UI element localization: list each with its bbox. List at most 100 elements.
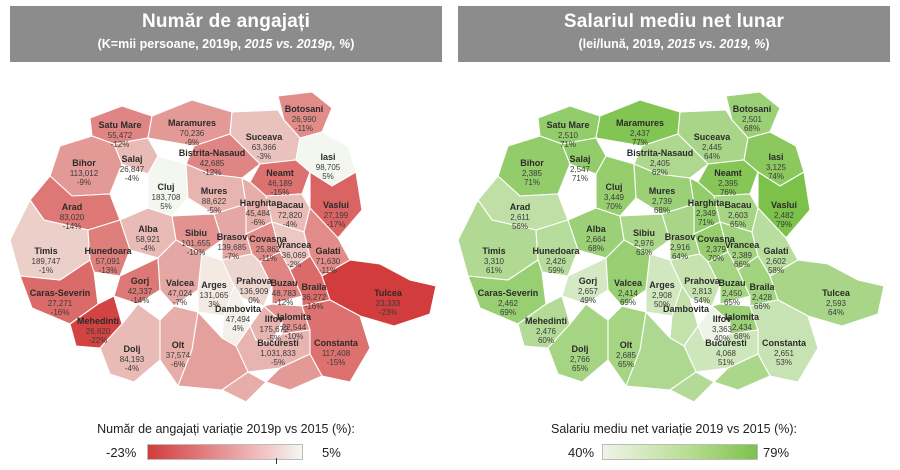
change-percent-brasov: -7% — [225, 252, 239, 261]
employee-count-maramures: 70,236 — [180, 129, 205, 138]
net-salary-cluj: 3,449 — [604, 193, 625, 202]
county-name-vrancea: Vrancea — [725, 240, 761, 250]
change-percent-prahova: 0% — [248, 296, 260, 305]
net-salary-ialomita: 2,434 — [732, 323, 753, 332]
net-salary-mehedinti: 2,476 — [536, 327, 557, 336]
change-percent-neamt: 76% — [720, 188, 736, 197]
net-salary-alba: 2,664 — [586, 235, 607, 244]
salary-map: Satu Mare2,51071%Maramures2,43777%Botosa… — [457, 91, 885, 403]
county-name-maramures: Maramures — [168, 118, 216, 128]
employee-count-bucuresti: 1,031,833 — [260, 349, 296, 358]
county-name-tulcea: Tulcea — [822, 288, 851, 298]
change-percent-hunedoara: -13% — [99, 266, 118, 275]
county-name-cluj: Cluj — [158, 182, 175, 192]
county-name-bucuresti: Bucuresti — [705, 338, 747, 348]
change-percent-ilfov: 40% — [714, 334, 730, 343]
employees-title: Număr de angajați — [141, 11, 311, 32]
employee-count-arad: 83,020 — [60, 213, 85, 222]
employees-header: Număr de angajați (K=mii persoane, 2019p… — [10, 6, 442, 62]
county-name-galati: Galati — [315, 246, 340, 256]
change-percent-alba: 68% — [588, 244, 604, 253]
salary-legend-title: Salariu mediu net variație 2019 vs 2015 … — [551, 422, 797, 436]
net-salary-arad: 2,611 — [510, 213, 530, 222]
salary-legend-max: 79% — [763, 445, 790, 460]
employees-legend-title: Număr de angajați variație 2019p vs 2015… — [97, 422, 355, 436]
county-name-alba: Alba — [586, 224, 606, 234]
employee-count-sibiu: 101,655 — [182, 239, 211, 248]
employees-legend-marker — [276, 458, 277, 464]
net-salary-brasov: 2,916 — [670, 243, 691, 252]
county-caras-severin — [19, 259, 99, 325]
county-name-arges: Arges — [201, 280, 227, 290]
county-bucuresti — [235, 324, 311, 373]
change-percent-olt: 65% — [618, 360, 634, 369]
salary-legend: 40% 79% — [458, 444, 890, 462]
change-percent-ialomita: 68% — [734, 332, 750, 341]
county-name-covasna: Covasna — [249, 234, 288, 244]
net-salary-sibiu: 2,976 — [634, 239, 655, 248]
employee-count-bihor: 113,012 — [70, 169, 99, 178]
county-name-galati: Galati — [763, 246, 788, 256]
change-percent-tulcea: -23% — [379, 308, 398, 317]
county-bucuresti — [683, 324, 759, 373]
county-name-bacau: Bacau — [724, 200, 751, 210]
change-percent-vrancea: -2% — [287, 260, 301, 269]
employee-count-harghita: 45,484 — [246, 209, 271, 218]
change-percent-arad: 56% — [512, 222, 528, 231]
net-salary-galati: 2,602 — [766, 257, 787, 266]
change-percent-buzau: -12% — [275, 298, 294, 307]
county-name-buzau: Buzau — [719, 278, 746, 288]
employee-count-caras-severin: 27,271 — [48, 299, 73, 308]
county-name-bistrita-nasaud: Bistrita-Nasaud — [179, 148, 246, 158]
change-percent-salaj: 71% — [572, 174, 588, 183]
net-salary-neamt: 2,395 — [718, 179, 739, 188]
county-name-bihor: Bihor — [520, 158, 544, 168]
county-name-vaslui: Vaslui — [771, 200, 797, 210]
change-percent-botosani: -11% — [295, 124, 313, 133]
county-name-bucuresti: Bucuresti — [257, 338, 299, 348]
net-salary-mures: 2,739 — [652, 197, 673, 206]
employee-count-gorj: 42,337 — [128, 287, 153, 296]
employee-count-olt: 37,574 — [166, 351, 191, 360]
employee-count-satu-mare: 55,472 — [108, 131, 133, 140]
change-percent-caras-severin: -16% — [51, 308, 70, 317]
change-percent-galati: -11% — [319, 266, 337, 275]
employee-count-suceava: 63,366 — [252, 143, 277, 152]
county-name-gorj: Gorj — [579, 276, 598, 286]
change-percent-iasi: 74% — [768, 172, 784, 181]
county-name-maramures: Maramures — [616, 118, 664, 128]
employee-count-covasna: 25,862 — [256, 245, 281, 254]
employee-count-brasov: 139,685 — [218, 243, 247, 252]
employee-count-ialomita: 22,544 — [282, 323, 307, 332]
county-name-tulcea: Tulcea — [374, 288, 403, 298]
county-name-caras-severin: Caras-Severin — [30, 288, 91, 298]
change-percent-mures: 68% — [654, 206, 670, 215]
change-percent-constanta: -15% — [327, 358, 346, 367]
change-percent-alba: -4% — [141, 244, 155, 253]
change-percent-valcea: 69% — [620, 298, 636, 307]
salary-panel: Salariul mediu net lunar (lei/lună, 2019… — [457, 6, 890, 462]
change-percent-arad: -14% — [63, 222, 82, 231]
county-name-valcea: Valcea — [166, 278, 195, 288]
change-percent-covasna: 70% — [708, 254, 724, 263]
county-name-ilfov: Ilfov — [713, 314, 732, 324]
change-percent-salaj: -4% — [125, 174, 139, 183]
net-salary-vrancea: 2,389 — [732, 251, 753, 260]
net-salary-bucuresti: 4,068 — [716, 349, 737, 358]
county-name-dambovita: Dambovita — [663, 304, 710, 314]
change-percent-covasna: -11% — [259, 254, 277, 263]
county-name-mehedinti: Mehedinti — [77, 316, 119, 326]
net-salary-dolj: 2,766 — [570, 355, 591, 364]
change-percent-braila: 66% — [754, 302, 770, 311]
county-name-neamt: Neamt — [714, 168, 742, 178]
net-salary-vaslui: 2,482 — [774, 211, 795, 220]
change-percent-arges: 3% — [208, 300, 220, 309]
salary-subtitle: (lei/lună, 2019, 2015 vs. 2019, %) — [578, 37, 770, 51]
county-name-mehedinti: Mehedinti — [525, 316, 567, 326]
county-name-vrancea: Vrancea — [277, 240, 313, 250]
change-percent-bihor: 71% — [524, 178, 540, 187]
change-percent-bistrita-nasaud: -12% — [203, 168, 222, 177]
change-percent-gorj: 49% — [580, 296, 596, 305]
net-salary-braila: 2,428 — [752, 293, 773, 302]
employees-legend-min: -23% — [106, 445, 137, 460]
